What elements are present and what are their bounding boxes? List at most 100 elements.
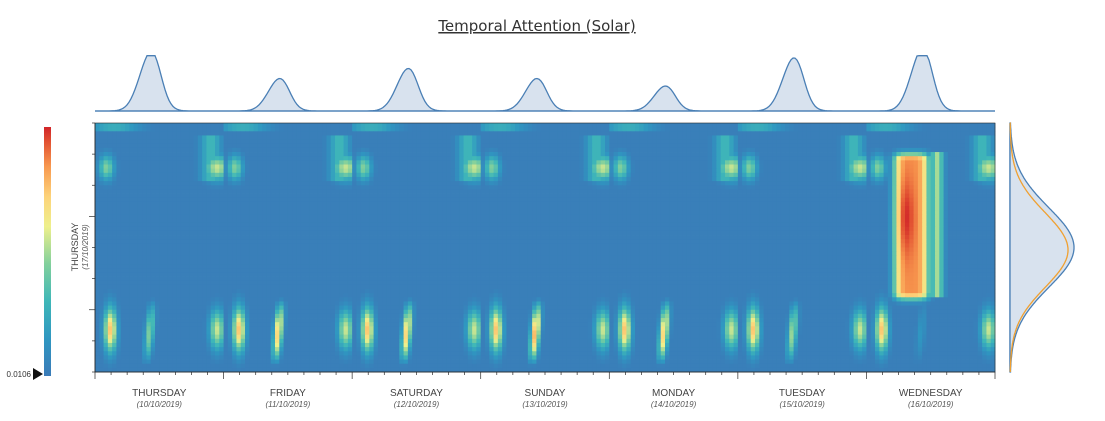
heatmap-cell — [785, 147, 790, 153]
heatmap-cell — [369, 197, 374, 203]
heatmap-cell — [476, 197, 482, 203]
heatmap-cell — [467, 168, 473, 174]
heatmap-cell — [240, 189, 246, 194]
heatmap-cell — [95, 201, 100, 207]
heatmap-cell — [545, 201, 550, 207]
heatmap-cell — [810, 131, 816, 136]
heatmap-cell — [142, 143, 147, 149]
heatmap-cell — [583, 201, 589, 207]
heatmap-cell — [776, 131, 782, 136]
heatmap-cell — [412, 181, 417, 186]
heatmap-cell — [746, 123, 752, 128]
heatmap-cell — [617, 164, 623, 170]
heatmap-cell — [502, 218, 507, 223]
heatmap-cell — [412, 168, 417, 174]
heatmap-cell — [167, 172, 173, 178]
heatmap-cell — [493, 131, 499, 136]
heatmap-cell — [622, 172, 627, 178]
heatmap-cell — [523, 172, 529, 178]
heatmap-cell — [587, 131, 593, 136]
heatmap-cell — [780, 185, 786, 190]
heatmap-cell — [699, 193, 704, 199]
heatmap-cell — [660, 127, 666, 132]
heatmap-cell — [716, 123, 722, 128]
heatmap-cell — [673, 160, 679, 165]
heatmap-cell — [240, 201, 246, 207]
heatmap-cell — [712, 131, 717, 136]
heatmap-cell — [412, 127, 417, 132]
heatmap-cell — [875, 168, 880, 174]
heatmap-cell — [305, 201, 310, 207]
heatmap-cell — [806, 168, 812, 174]
heatmap-cell — [939, 143, 944, 149]
heatmap-cell — [245, 193, 250, 199]
heatmap-cell — [553, 201, 559, 207]
heatmap-cell — [339, 197, 344, 203]
heatmap-cell — [532, 152, 537, 157]
heatmap-cell — [575, 210, 580, 215]
heatmap-cell — [275, 197, 280, 203]
heatmap-cell — [305, 168, 310, 174]
heatmap-cell — [497, 152, 503, 157]
heatmap-cell — [347, 164, 353, 170]
heatmap-cell — [159, 123, 164, 128]
heatmap-cell — [922, 156, 927, 161]
heatmap-cell — [210, 197, 216, 203]
heatmap-cell — [223, 127, 229, 132]
heatmap-cell — [583, 197, 589, 203]
heatmap-cell — [163, 131, 169, 136]
heatmap-cell — [283, 168, 289, 174]
heatmap-cell — [386, 181, 392, 186]
heatmap-cell — [497, 206, 503, 211]
heatmap-cell — [956, 193, 962, 199]
heatmap-cell — [652, 168, 657, 174]
heatmap-cell — [317, 139, 323, 145]
heatmap-cell — [935, 210, 940, 215]
heatmap-cell — [575, 123, 580, 128]
heatmap-cell — [737, 210, 743, 215]
heatmap-cell — [789, 210, 794, 215]
heatmap-cell — [553, 189, 559, 194]
heatmap-cell — [339, 164, 344, 170]
heatmap-cell — [459, 143, 464, 149]
heatmap-cell — [257, 152, 263, 157]
heatmap-cell — [523, 123, 529, 128]
heatmap-cell — [365, 127, 370, 132]
heatmap-cell — [283, 185, 289, 190]
heatmap-cell — [789, 147, 794, 153]
heatmap-cell — [545, 168, 550, 174]
heatmap-cell — [167, 181, 173, 186]
heatmap-cell — [339, 210, 344, 215]
heatmap-cell — [879, 214, 884, 219]
heatmap-cell — [343, 131, 349, 136]
heatmap-cell — [519, 214, 524, 219]
heatmap-cell — [317, 127, 323, 132]
heatmap-cell — [403, 210, 409, 215]
heatmap-cell — [116, 181, 122, 186]
heatmap-cell — [673, 143, 679, 149]
heatmap-cell — [395, 143, 400, 149]
heatmap-cell — [467, 172, 473, 178]
heatmap-cell — [442, 185, 447, 190]
heatmap-cell — [922, 185, 927, 190]
heatmap-cell — [125, 206, 130, 211]
heatmap-cell — [133, 193, 139, 199]
heatmap-cell — [703, 164, 709, 170]
heatmap-cell — [480, 176, 486, 182]
heatmap-cell — [403, 156, 409, 161]
heatmap-cell — [742, 201, 747, 207]
heatmap-cell — [917, 176, 923, 182]
heatmap-cell — [635, 172, 640, 178]
heatmap-cell — [695, 135, 700, 140]
heatmap-cell — [215, 181, 220, 186]
heatmap-cell — [343, 189, 349, 194]
heatmap-cell — [853, 164, 859, 170]
heatmap-cell — [883, 197, 889, 203]
heatmap-cell — [703, 185, 709, 190]
heatmap-cell — [647, 135, 653, 140]
heatmap-cell — [549, 206, 554, 211]
heatmap-cell — [249, 147, 254, 153]
heatmap-cell — [365, 185, 370, 190]
heatmap-cell — [356, 181, 362, 186]
heatmap-cell — [579, 135, 584, 140]
